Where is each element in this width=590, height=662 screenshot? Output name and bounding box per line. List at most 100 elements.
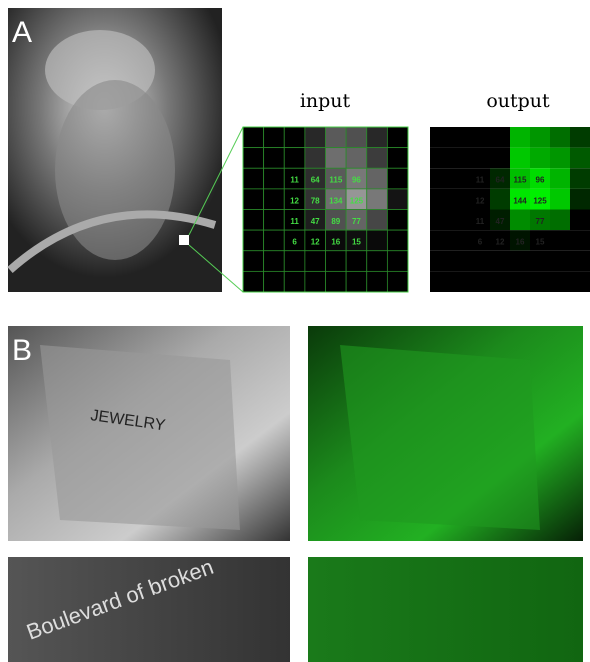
box-output bbox=[308, 326, 583, 541]
cell bbox=[550, 209, 570, 231]
cell-value: 64 bbox=[311, 176, 320, 185]
cell-value: 11 bbox=[476, 176, 485, 185]
cell bbox=[263, 167, 285, 190]
cell bbox=[366, 167, 388, 190]
cell bbox=[570, 209, 590, 231]
cell bbox=[242, 209, 265, 231]
cell bbox=[550, 127, 570, 148]
cell bbox=[450, 250, 470, 272]
zoom-line bbox=[188, 244, 244, 293]
cell bbox=[510, 127, 530, 148]
cell-value: 115 bbox=[329, 176, 342, 185]
cell bbox=[366, 229, 388, 252]
cell bbox=[242, 126, 265, 149]
output-grid: 11 64 115 96 12 144 125 11 47 77 6 12 16 15 bbox=[430, 127, 590, 292]
cell bbox=[470, 147, 490, 169]
cell bbox=[263, 126, 285, 149]
grid-title: input bbox=[300, 90, 351, 112]
cell bbox=[430, 127, 450, 148]
cell-value: 47 bbox=[496, 217, 505, 226]
cell bbox=[283, 147, 306, 169]
input-grid: 11 64 115 96 12 78 134 125 11 47 89 77 6 12 16 15 bbox=[242, 126, 409, 293]
cell bbox=[386, 250, 409, 272]
cell-value: 144 bbox=[513, 196, 527, 205]
cell bbox=[430, 250, 450, 272]
cell bbox=[386, 147, 409, 169]
cell bbox=[242, 188, 265, 210]
cell-value: 125 bbox=[350, 196, 364, 205]
cell bbox=[510, 250, 530, 272]
cell-value: 15 bbox=[536, 238, 545, 247]
cell bbox=[386, 270, 409, 293]
cell bbox=[450, 168, 470, 189]
cell-value: 11 bbox=[476, 217, 485, 226]
cell bbox=[490, 209, 510, 231]
cell bbox=[430, 209, 450, 231]
cell bbox=[242, 250, 265, 272]
cell-value: 78 bbox=[311, 196, 320, 205]
cell bbox=[325, 126, 347, 149]
cell bbox=[304, 147, 326, 169]
cell bbox=[550, 271, 570, 292]
cell-value: 16 bbox=[331, 238, 340, 247]
cell bbox=[386, 167, 409, 190]
cell bbox=[325, 270, 347, 293]
cell bbox=[470, 271, 490, 292]
cell bbox=[510, 188, 530, 210]
cell-value: 12 bbox=[290, 196, 299, 205]
cell bbox=[550, 230, 570, 251]
cell bbox=[345, 250, 368, 272]
cell bbox=[470, 127, 490, 148]
cell bbox=[263, 250, 285, 272]
cell-value: 77 bbox=[352, 217, 361, 226]
cell-value: 77 bbox=[536, 217, 545, 226]
grid-title: output bbox=[486, 90, 550, 112]
cell bbox=[263, 270, 285, 293]
cell bbox=[263, 188, 285, 210]
cell bbox=[242, 229, 265, 252]
cell bbox=[366, 126, 388, 149]
cell bbox=[490, 250, 510, 272]
cell bbox=[366, 188, 388, 210]
cell bbox=[430, 168, 450, 189]
cell-value: 96 bbox=[352, 176, 361, 185]
cell-value: 89 bbox=[331, 217, 340, 226]
cell bbox=[470, 250, 490, 272]
cell bbox=[430, 147, 450, 169]
cell bbox=[450, 188, 470, 210]
zoom-line bbox=[188, 126, 244, 236]
cell-value: 134 bbox=[329, 196, 343, 205]
cell bbox=[386, 188, 409, 210]
cell-value: 12 bbox=[496, 238, 505, 247]
cell bbox=[570, 271, 590, 292]
cell bbox=[345, 270, 368, 293]
cell bbox=[490, 271, 510, 292]
cell-value: 15 bbox=[352, 238, 361, 247]
cell bbox=[570, 127, 590, 148]
cell bbox=[386, 126, 409, 149]
cell-value: 12 bbox=[476, 196, 485, 205]
cell bbox=[263, 209, 285, 231]
cell bbox=[510, 271, 530, 292]
cell-value: 16 bbox=[516, 238, 525, 247]
cell bbox=[345, 147, 368, 169]
cell bbox=[490, 168, 510, 189]
cell-value: 96 bbox=[536, 176, 545, 185]
cell bbox=[550, 168, 570, 189]
cell-value: 115 bbox=[514, 176, 527, 185]
cell bbox=[430, 188, 450, 210]
parrot-photo bbox=[7, 8, 222, 292]
cell bbox=[530, 168, 550, 189]
box-photo: JEWELRY bbox=[8, 326, 290, 541]
cell bbox=[570, 188, 590, 210]
cell bbox=[242, 147, 265, 169]
cell-value: 6 bbox=[292, 238, 297, 247]
cell bbox=[283, 270, 306, 293]
cell bbox=[304, 270, 326, 293]
cell bbox=[325, 147, 347, 169]
cell bbox=[490, 188, 510, 210]
cell bbox=[470, 209, 490, 231]
cell bbox=[570, 147, 590, 169]
cell bbox=[490, 127, 510, 148]
